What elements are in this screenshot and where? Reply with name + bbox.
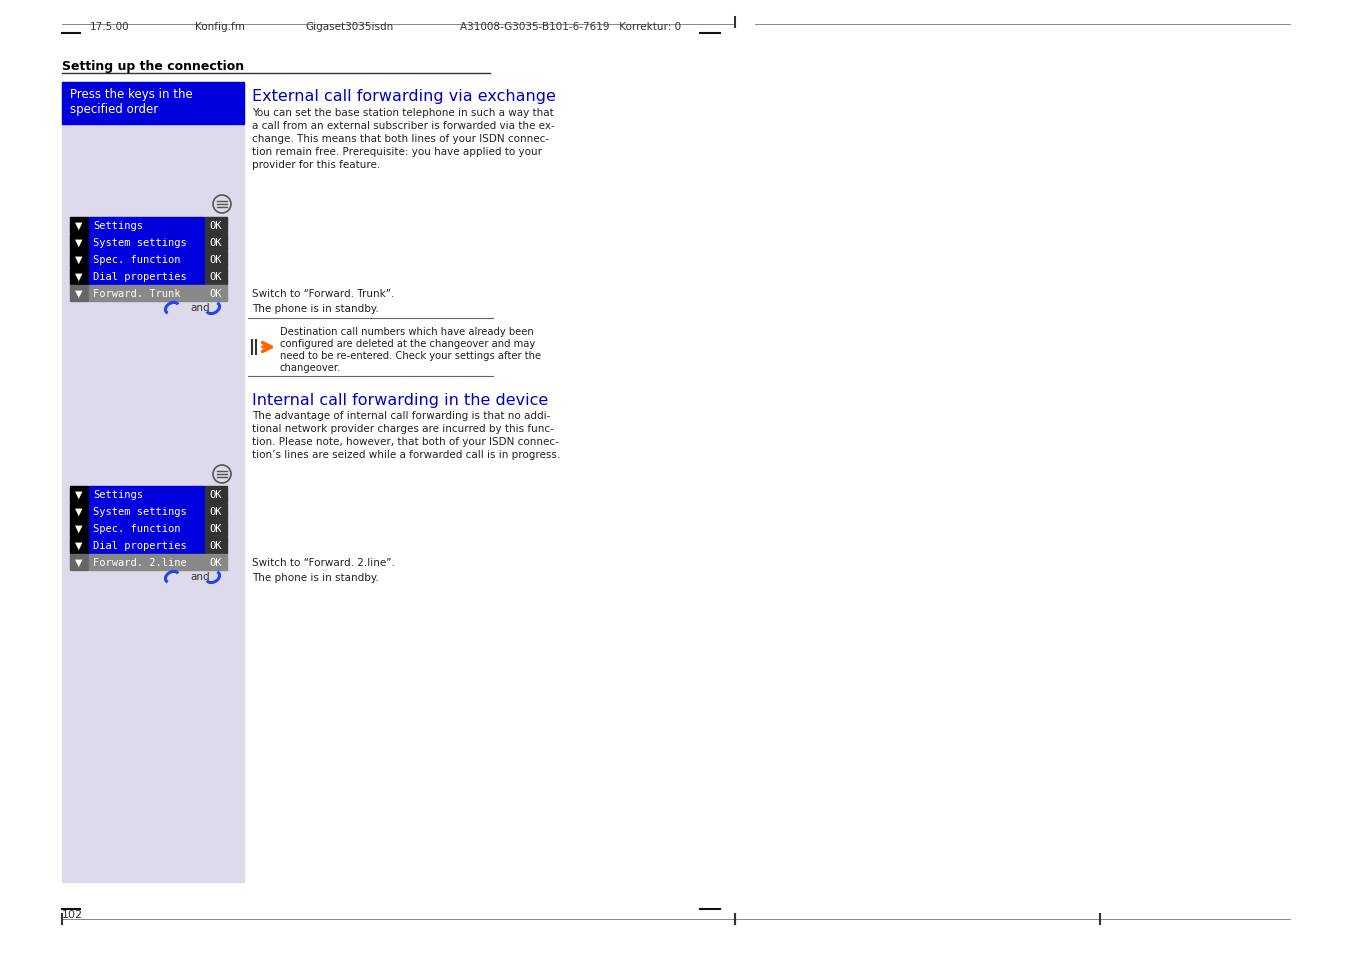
Text: The advantage of internal call forwarding is that no addi-: The advantage of internal call forwardin… (252, 411, 551, 420)
Bar (205, 503, 227, 519)
Text: ▼: ▼ (76, 558, 82, 567)
Text: 17.5.00: 17.5.00 (90, 22, 130, 32)
Text: A31008-G3035-B101-6-7619   Korrektur: 0: A31008-G3035-B101-6-7619 Korrektur: 0 (460, 22, 682, 32)
Text: Forward. Trunk: Forward. Trunk (93, 289, 181, 298)
Text: ▼: ▼ (76, 221, 82, 231)
Bar (89, 234, 204, 251)
Text: configured are deleted at the changeover and may: configured are deleted at the changeover… (279, 338, 535, 349)
Text: ▼: ▼ (76, 272, 82, 282)
Bar (89, 537, 204, 554)
Text: OK: OK (209, 540, 223, 551)
Text: and: and (190, 303, 209, 313)
Bar (70, 269, 88, 285)
Text: OK: OK (209, 254, 223, 265)
Bar (70, 537, 88, 554)
Bar (89, 503, 204, 519)
Text: ▼: ▼ (76, 254, 82, 265)
Bar (70, 503, 88, 519)
Bar (205, 269, 227, 285)
Text: Switch to “Forward. 2.line”.: Switch to “Forward. 2.line”. (252, 558, 394, 567)
Bar (205, 486, 227, 502)
Bar (70, 486, 88, 502)
Text: change. This means that both lines of your ISDN connec-: change. This means that both lines of yo… (252, 133, 549, 144)
Text: tion remain free. Prerequisite: you have applied to your: tion remain free. Prerequisite: you have… (252, 147, 541, 157)
Bar (70, 555, 88, 571)
Text: ▼: ▼ (76, 523, 82, 534)
Text: You can set the base station telephone in such a way that: You can set the base station telephone i… (252, 108, 554, 118)
Text: OK: OK (209, 272, 223, 282)
Bar (205, 520, 227, 537)
Text: OK: OK (209, 237, 223, 248)
Text: Spec. function: Spec. function (93, 523, 181, 534)
Text: Press the keys in the
specified order: Press the keys in the specified order (70, 88, 193, 116)
Bar (70, 218, 88, 233)
Bar (89, 520, 204, 537)
Bar (70, 252, 88, 268)
Text: tion’s lines are seized while a forwarded call is in progress.: tion’s lines are seized while a forwarde… (252, 450, 560, 459)
Bar (89, 269, 204, 285)
Bar (205, 537, 227, 554)
Text: changeover.: changeover. (279, 363, 342, 373)
Text: a call from an external subscriber is forwarded via the ex-: a call from an external subscriber is fo… (252, 121, 555, 131)
Bar (89, 218, 204, 233)
Bar (70, 520, 88, 537)
Text: ▼: ▼ (76, 289, 82, 298)
Text: The phone is in standby.: The phone is in standby. (252, 573, 379, 582)
Text: System settings: System settings (93, 506, 186, 517)
Text: Dial properties: Dial properties (93, 272, 186, 282)
Bar (205, 286, 227, 302)
Bar (89, 555, 204, 571)
Text: OK: OK (209, 506, 223, 517)
Text: Destination call numbers which have already been: Destination call numbers which have alre… (279, 327, 533, 336)
Bar (62, 83, 244, 882)
Bar (205, 234, 227, 251)
Text: provider for this feature.: provider for this feature. (252, 160, 381, 170)
Text: System settings: System settings (93, 237, 186, 248)
Text: Gigaset3035isdn: Gigaset3035isdn (305, 22, 393, 32)
Bar (89, 486, 204, 502)
Text: Konfig.fm: Konfig.fm (194, 22, 244, 32)
Text: Spec. function: Spec. function (93, 254, 181, 265)
Text: Dial properties: Dial properties (93, 540, 186, 551)
Text: and: and (190, 572, 209, 581)
Bar (70, 286, 88, 302)
Text: ▼: ▼ (76, 237, 82, 248)
Text: ▼: ▼ (76, 506, 82, 517)
Text: Settings: Settings (93, 221, 143, 231)
Text: External call forwarding via exchange: External call forwarding via exchange (252, 89, 556, 104)
Text: The phone is in standby.: The phone is in standby. (252, 304, 379, 314)
Text: Settings: Settings (93, 490, 143, 499)
Text: Switch to “Forward. Trunk”.: Switch to “Forward. Trunk”. (252, 289, 394, 298)
Text: tion. Please note, however, that both of your ISDN connec-: tion. Please note, however, that both of… (252, 436, 559, 447)
Text: Forward. 2.line: Forward. 2.line (93, 558, 186, 567)
Bar (205, 252, 227, 268)
Bar (89, 286, 204, 302)
Text: OK: OK (209, 490, 223, 499)
Text: ▼: ▼ (76, 540, 82, 551)
Bar (89, 252, 204, 268)
Text: tional network provider charges are incurred by this func-: tional network provider charges are incu… (252, 423, 554, 434)
Bar (70, 234, 88, 251)
Text: OK: OK (209, 289, 223, 298)
Text: OK: OK (209, 558, 223, 567)
Text: Setting up the connection: Setting up the connection (62, 60, 244, 73)
Bar (205, 555, 227, 571)
Text: ▼: ▼ (76, 490, 82, 499)
Bar (205, 218, 227, 233)
Text: Internal call forwarding in the device: Internal call forwarding in the device (252, 393, 548, 408)
Text: need to be re-entered. Check your settings after the: need to be re-entered. Check your settin… (279, 351, 541, 360)
Bar (62, 83, 244, 125)
Text: 102: 102 (62, 909, 84, 919)
Text: OK: OK (209, 221, 223, 231)
Text: OK: OK (209, 523, 223, 534)
